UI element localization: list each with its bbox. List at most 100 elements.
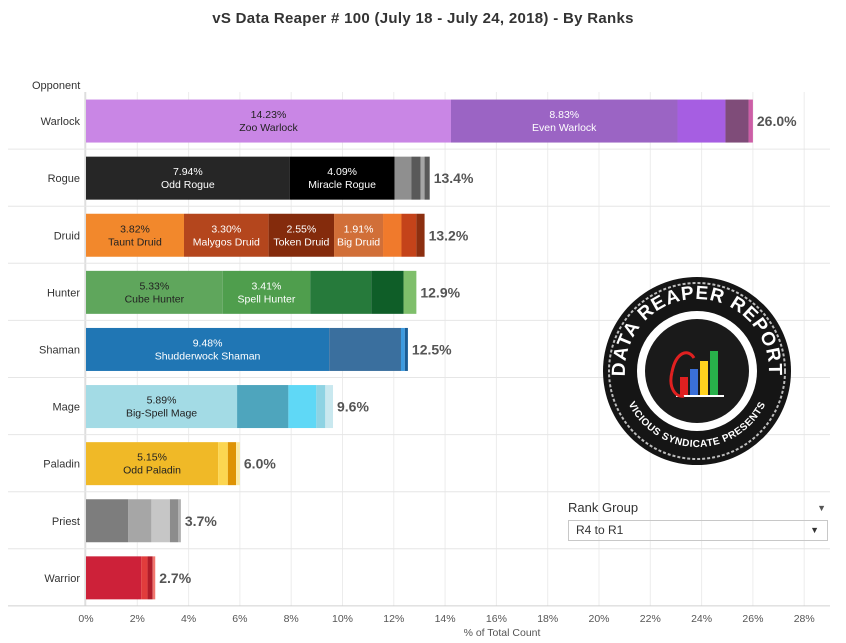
x-tick-label: 24% <box>691 613 712 625</box>
bar-segment <box>411 156 421 200</box>
bar-segment <box>394 156 412 200</box>
bar-segment <box>227 442 237 486</box>
logo-mini-bar <box>710 351 718 395</box>
rank-group-title: Rank Group <box>568 500 639 515</box>
logo-mini-bar <box>680 377 688 395</box>
rank-group-filter: Rank Group ▼ R4 to R1 ▼ <box>568 500 828 541</box>
x-tick-label: 12% <box>383 613 404 625</box>
segment-name-label: Cube Hunter <box>125 293 185 305</box>
category-label: Paladin <box>43 459 80 471</box>
x-tick-label: 16% <box>486 613 507 625</box>
category-label: Rogue <box>48 173 80 185</box>
total-label: 26.0% <box>757 113 797 129</box>
bar-segment <box>222 270 311 314</box>
segment-name-label: Spell Hunter <box>238 293 296 305</box>
segment-pct-label: 14.23% <box>251 109 287 121</box>
bar-segment <box>677 99 726 143</box>
x-tick-label: 18% <box>537 613 558 625</box>
bar-row-mage: Mage 5.89%Big-Spell Mage 9.6% <box>8 377 830 429</box>
bar-segment <box>86 442 219 486</box>
segment-pct-label: 8.83% <box>549 109 579 121</box>
bar-segment <box>151 499 170 543</box>
bar-segment <box>725 99 749 143</box>
segment-pct-label: 3.41% <box>252 280 282 292</box>
total-label: 12.9% <box>420 284 460 300</box>
segment-pct-label: 1.91% <box>344 223 374 235</box>
x-axis-label: % of Total Count <box>464 627 541 639</box>
bar-segment <box>450 99 678 143</box>
bar-segment <box>86 385 238 429</box>
total-label: 9.6% <box>337 399 369 415</box>
total-label: 6.0% <box>244 456 276 472</box>
segment-name-label: Miracle Rogue <box>308 179 376 191</box>
category-label: Mage <box>52 402 80 414</box>
bar-segment <box>334 213 384 257</box>
x-tick-label: 4% <box>181 613 196 625</box>
bar-segment <box>404 327 408 371</box>
rank-group-select[interactable]: R4 to R1 ▼ <box>568 520 828 541</box>
segment-pct-label: 3.30% <box>211 223 241 235</box>
bar-segment <box>86 556 142 600</box>
chevron-down-icon: ▼ <box>810 525 819 535</box>
total-label: 2.7% <box>159 570 191 586</box>
bar-segment <box>268 213 335 257</box>
bar-row-rogue: Rogue 7.94%Odd Rogue 4.09%Miracle Rogue 13.… <box>8 148 830 200</box>
bar-segment <box>169 499 179 543</box>
x-tick-label: 22% <box>640 613 661 625</box>
bar-rows: Warlock 14.23%Zoo Warlock 8.83%Even Warloc… <box>8 99 830 600</box>
bar-segment <box>128 499 152 543</box>
segment-pct-label: 5.33% <box>139 280 169 292</box>
bar-segment <box>141 556 148 600</box>
bar-segment <box>152 556 156 600</box>
segment-name-label: Taunt Druid <box>108 236 162 248</box>
category-label: Warlock <box>41 116 81 128</box>
logo-scythe-icon <box>669 351 696 398</box>
y-axis-header: Opponent <box>32 80 80 92</box>
bar-segment <box>86 213 184 257</box>
segment-name-label: Shudderwock Shaman <box>155 350 261 362</box>
bar-segment <box>401 213 417 257</box>
x-tick-label: 20% <box>588 613 609 625</box>
bar-segment <box>748 99 753 143</box>
total-label: 3.7% <box>185 513 217 529</box>
category-label: Priest <box>52 516 80 528</box>
filter-menu-caret-icon[interactable]: ▼ <box>817 503 826 513</box>
category-label: Hunter <box>47 287 80 299</box>
segment-pct-label: 2.55% <box>286 223 316 235</box>
bar-segment <box>218 442 228 486</box>
logo-dashed-ring <box>608 282 786 460</box>
bar-segment <box>403 270 417 314</box>
bar-row-warlock: Warlock 14.23%Zoo Warlock 8.83%Even Warloc… <box>41 99 797 143</box>
bar-row-hunter: Hunter 5.33%Cube Hunter 3.41%Spell Hunter 1… <box>8 262 830 314</box>
bar-segment <box>289 156 395 200</box>
total-label: 12.5% <box>412 341 452 357</box>
category-label: Warrior <box>44 573 80 585</box>
bar-row-warrior: Warrior 2.7% <box>8 548 830 600</box>
segment-pct-label: 4.09% <box>327 166 357 178</box>
bar-segment <box>147 556 153 600</box>
segment-name-label: Even Warlock <box>532 122 597 134</box>
bar-segment <box>288 385 317 429</box>
x-axis: 0% 2% 4% 6% 8% 10% 12% 14% 16% 18% 20% 22% 24% 26% 28%… <box>78 613 814 639</box>
x-tick-label: 10% <box>332 613 353 625</box>
bar-row-shaman: Shaman 9.48%Shudderwock Shaman 12.5% <box>8 319 830 371</box>
x-tick-label: 6% <box>232 613 247 625</box>
bar-segment <box>86 99 451 143</box>
bar-segment <box>236 442 240 486</box>
x-tick-label: 2% <box>130 613 145 625</box>
segment-name-label: Malygos Druid <box>193 236 260 248</box>
bar-segment <box>86 156 290 200</box>
total-label: 13.2% <box>429 227 469 243</box>
segment-name-label: Odd Rogue <box>161 179 215 191</box>
chart-frame: Opponent <box>8 80 830 607</box>
segment-pct-label: 5.15% <box>137 452 167 464</box>
x-tick-label: 28% <box>794 613 815 625</box>
bar-segment <box>424 156 430 200</box>
bar-segment <box>178 499 181 543</box>
rank-group-selected-value: R4 to R1 <box>576 523 624 537</box>
x-tick-label: 8% <box>284 613 299 625</box>
bar-segment <box>383 213 402 257</box>
segment-pct-label: 3.82% <box>120 223 150 235</box>
